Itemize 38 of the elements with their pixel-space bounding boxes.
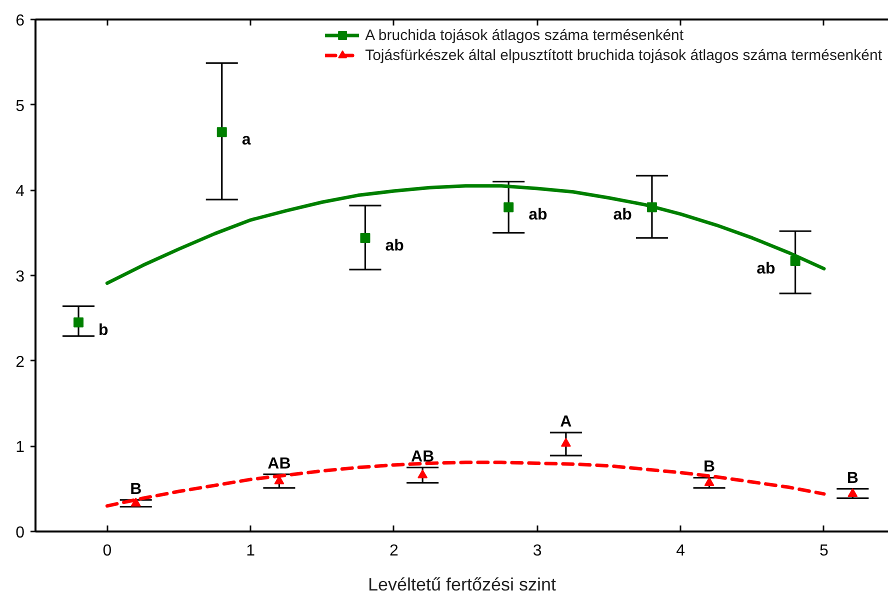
- data-label: AB: [411, 448, 434, 466]
- point: [74, 317, 84, 328]
- data-label: AB: [268, 455, 291, 472]
- point: [418, 469, 428, 478]
- point: [360, 232, 370, 243]
- x-tick-label: 2: [389, 542, 398, 560]
- x-tick-label: 5: [820, 542, 829, 560]
- data-label: B: [704, 458, 716, 476]
- data-label: b: [98, 322, 109, 339]
- data-label: B: [130, 480, 142, 498]
- data-label: ab: [385, 237, 404, 254]
- y-tick-label: 3: [16, 268, 25, 286]
- point: [704, 477, 714, 486]
- legend-label: Tojásfürkészek által elpusztított bruchida tojások átlagos száma termésenként: [365, 46, 882, 64]
- point: [130, 498, 141, 506]
- x-tick-label: 3: [532, 542, 542, 560]
- data-label: ab: [613, 206, 632, 224]
- point: [560, 438, 571, 447]
- data-label: ab: [528, 206, 548, 224]
- point: [848, 488, 858, 498]
- data-label: B: [846, 470, 858, 487]
- y-tick-label: 4: [16, 183, 25, 200]
- y-tick-label: 6: [16, 12, 25, 30]
- y-tick-label: 1: [16, 439, 25, 456]
- y-tick-label: 0: [16, 524, 25, 542]
- y-tick-label: 2: [16, 354, 25, 371]
- x-tick-label: 1: [246, 542, 256, 560]
- point: [216, 127, 227, 138]
- x-tick-label: 4: [676, 542, 686, 560]
- x-tick-label: 0: [102, 542, 112, 560]
- point: [504, 202, 514, 212]
- x-axis-title: Levéltetű fertőzési szint: [368, 574, 556, 594]
- data-label: ab: [756, 260, 776, 278]
- legend-label: A bruchida tojások átlagos száma termésenként: [365, 26, 684, 44]
- data-label: A: [560, 414, 572, 431]
- line-series: [105, 184, 826, 285]
- data-label: a: [242, 132, 251, 149]
- y-tick-label: 5: [16, 98, 25, 115]
